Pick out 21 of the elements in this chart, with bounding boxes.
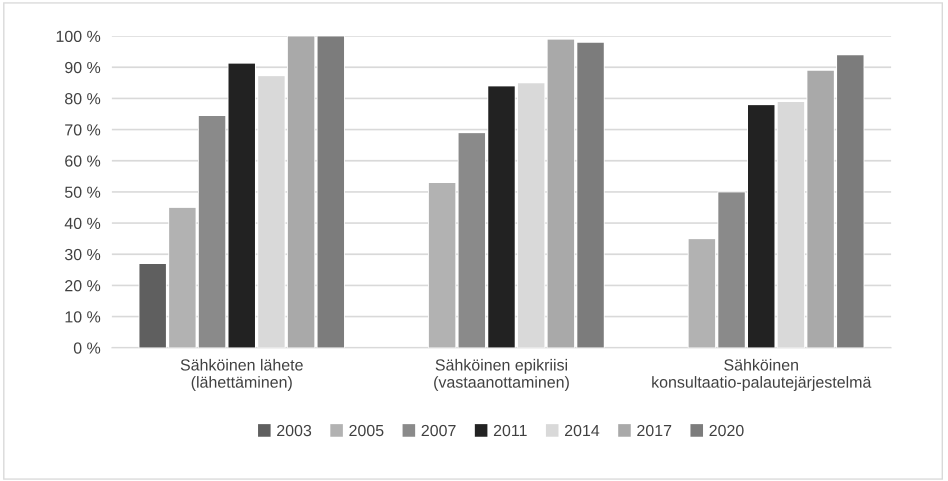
legend-label: 2014 bbox=[564, 424, 600, 436]
x-tick-label: Sähköinen konsultaatio-palautejärjestelmä bbox=[652, 358, 872, 391]
y-tick-label: 20 % bbox=[65, 280, 100, 292]
y-tick-label: 70 % bbox=[65, 124, 100, 136]
legend-label: 2003 bbox=[277, 424, 312, 436]
y-tick-label: 90 % bbox=[65, 62, 100, 74]
legend-label: 2020 bbox=[710, 424, 744, 436]
y-tick-label: 0 % bbox=[74, 342, 100, 354]
y-tick-label: 10 % bbox=[66, 311, 100, 323]
y-tick-label: 50 % bbox=[64, 186, 100, 198]
legend-label: 2011 bbox=[494, 424, 527, 436]
legend-label: 2017 bbox=[637, 424, 672, 436]
legend-label: 2007 bbox=[422, 424, 456, 436]
y-tick-label: 60 % bbox=[65, 155, 100, 167]
x-tick-label: Sähköinen lähete (lähettäminen) bbox=[180, 358, 303, 391]
y-tick-label: 80 % bbox=[65, 93, 100, 104]
y-tick-label: 100 % bbox=[56, 30, 100, 42]
y-tick-label: 40 % bbox=[64, 218, 100, 230]
y-tick-label: 30 % bbox=[64, 248, 100, 260]
legend-label: 2005 bbox=[349, 424, 384, 436]
x-tick-label: Sähköinen epikriisi (vastaanottaminen) bbox=[434, 358, 569, 391]
